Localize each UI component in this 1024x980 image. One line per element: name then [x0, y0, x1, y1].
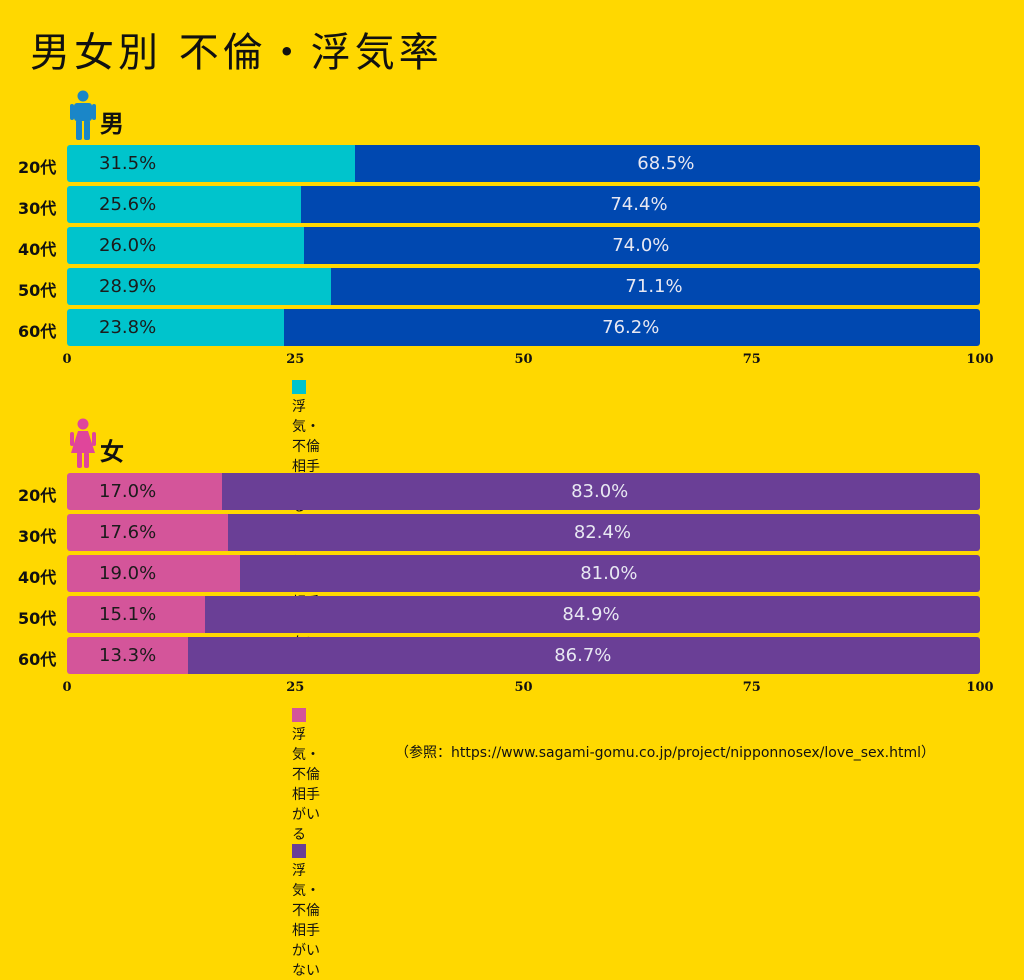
x-tick-label: 100: [966, 680, 994, 695]
bar-segment-no: [188, 637, 980, 674]
data-label: 26.0%: [99, 235, 157, 256]
x-tick-label: 50: [514, 680, 533, 695]
bar-segment-yes: [67, 268, 331, 305]
category-label: 40代: [18, 240, 57, 259]
data-label: 23.8%: [99, 317, 157, 338]
bar-segment-yes: [67, 473, 223, 510]
page-title: 男女別 不倫・浮気率: [30, 30, 443, 76]
data-label: 68.5%: [637, 153, 695, 174]
bar-segment-no: [284, 309, 980, 346]
data-label: 25.6%: [99, 194, 157, 215]
x-tick-label: 25: [286, 680, 305, 695]
bar-segment-no: [204, 596, 980, 633]
male-section: 男性 20代31.5%68.5%30代25.6%74.4%40代26.0%74.…: [0, 90, 1024, 651]
bar-segment-yes: [67, 555, 241, 592]
category-label: 60代: [18, 322, 57, 341]
category-label: 50代: [18, 281, 57, 300]
category-label: 20代: [18, 158, 57, 177]
data-label: 17.6%: [99, 522, 157, 543]
bar-segment-no: [354, 145, 980, 182]
bar-segment-yes: [67, 227, 305, 264]
category-label: 60代: [18, 650, 57, 669]
bar-segment-yes: [67, 186, 301, 223]
legend-label: 浮気・不倫相手がいない: [292, 863, 320, 979]
x-tick-label: 0: [62, 352, 72, 367]
bar-segment-yes: [67, 514, 228, 551]
bar-segment-no: [330, 268, 980, 305]
data-label: 31.5%: [99, 153, 157, 174]
x-tick-label: 75: [742, 680, 761, 695]
female-section: 女性 20代17.0%83.0%30代17.6%82.4%40代19.0%81.…: [0, 418, 1024, 979]
bar-segment-no: [304, 227, 980, 264]
category-label: 30代: [18, 527, 57, 546]
x-tick-label: 100: [966, 352, 994, 367]
category-label: 30代: [18, 199, 57, 218]
bar-segment-yes: [67, 637, 189, 674]
bar-segment-no: [240, 555, 980, 592]
data-label: 71.1%: [625, 276, 683, 297]
data-label: 19.0%: [99, 563, 157, 584]
legend-swatch: [292, 844, 306, 858]
female-person-icon: [70, 418, 96, 468]
category-label: 50代: [18, 609, 57, 628]
category-label: 40代: [18, 568, 57, 587]
legend-swatch: [292, 380, 306, 394]
data-label: 82.4%: [573, 522, 632, 543]
bar-segment-no: [300, 186, 980, 223]
male-person-icon: [70, 90, 96, 140]
data-label: 76.2%: [602, 317, 660, 338]
legend-label: 浮気・不倫相手がいる: [292, 727, 320, 843]
bar-segment-yes: [67, 145, 355, 182]
x-tick-label: 75: [742, 352, 761, 367]
data-label: 17.0%: [99, 481, 157, 502]
bar-segment-yes: [67, 309, 285, 346]
bar-segment-yes: [67, 596, 205, 633]
x-tick-label: 50: [514, 352, 533, 367]
data-label: 83.0%: [571, 481, 629, 502]
legend-swatch: [292, 708, 306, 722]
x-tick-label: 0: [62, 680, 72, 695]
bar-segment-no: [227, 514, 980, 551]
x-tick-label: 25: [286, 352, 305, 367]
source-citation: （参照：https://www.sagami-gomu.co.jp/projec…: [395, 745, 936, 761]
data-label: 15.1%: [99, 604, 157, 625]
data-label: 81.0%: [580, 563, 638, 584]
data-label: 86.7%: [554, 645, 612, 666]
legend-item: 浮気・不倫相手がいる: [292, 708, 320, 844]
data-label: 84.9%: [562, 604, 620, 625]
data-label: 74.4%: [610, 194, 668, 215]
data-label: 13.3%: [99, 645, 157, 666]
data-label: 28.9%: [99, 276, 157, 297]
legend: 浮気・不倫相手がいる浮気・不倫相手がいない: [292, 708, 352, 980]
bar-segment-no: [222, 473, 980, 510]
legend-item: 浮気・不倫相手がいない: [292, 844, 320, 980]
data-label: 74.0%: [612, 235, 670, 256]
category-label: 20代: [18, 486, 57, 505]
